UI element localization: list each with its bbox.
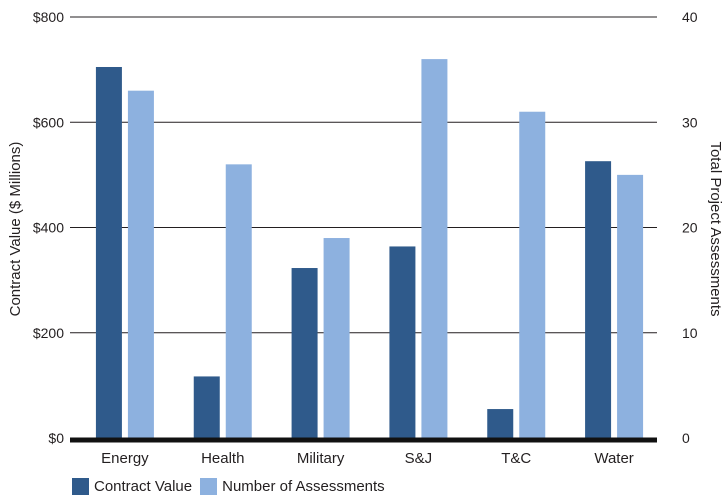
bar-contract-value: [487, 409, 514, 438]
bar-number-of-assessments: [421, 59, 448, 438]
category-label: Military: [297, 450, 345, 467]
bar-number-of-assessments: [127, 90, 154, 439]
bar-contract-value: [389, 246, 416, 438]
left-axis-ticks: $0 $200 $400 $600 $800: [33, 9, 64, 446]
right-tick-label: 10: [682, 325, 698, 341]
right-axis-title: Total Project Assessments: [707, 141, 724, 316]
left-tick-label: $0: [48, 430, 64, 446]
right-tick-label: 30: [682, 114, 698, 130]
left-tick-label: $800: [33, 9, 64, 25]
legend: Contract Value Number of Assessments: [72, 478, 393, 495]
category-label: Water: [594, 450, 633, 467]
bar-number-of-assessments: [519, 111, 546, 438]
bar-number-of-assessments: [617, 174, 644, 438]
category-label: Energy: [101, 450, 149, 467]
bar-number-of-assessments: [323, 238, 350, 438]
bars: [95, 59, 644, 439]
legend-item-number-of-assessments: Number of Assessments: [200, 478, 385, 495]
left-axis-title: Contract Value ($ Millions): [7, 142, 24, 317]
bar-contract-value: [95, 66, 122, 439]
right-tick-label: 20: [682, 220, 698, 236]
category-label: Health: [201, 450, 244, 467]
bar-contract-value: [291, 268, 318, 438]
legend-swatch-contract-value: [72, 478, 89, 495]
category-label: T&C: [501, 450, 531, 467]
right-axis-ticks: 0 10 20 30 40: [682, 9, 698, 446]
bar-contract-value: [585, 161, 612, 438]
category-labels: Energy Health Military S&J T&C Water: [101, 450, 634, 467]
right-tick-label: 0: [682, 430, 690, 446]
right-tick-label: 40: [682, 9, 698, 25]
gridlines: [70, 16, 657, 334]
left-tick-label: $400: [33, 220, 64, 236]
legend-label-number-of-assessments: Number of Assessments: [222, 478, 385, 495]
left-tick-label: $600: [33, 114, 64, 130]
legend-swatch-number-of-assessments: [200, 478, 218, 495]
category-label: S&J: [405, 450, 433, 467]
bar-contract-value: [193, 376, 220, 438]
legend-label-contract-value: Contract Value: [94, 478, 193, 495]
legend-item-contract-value: Contract Value: [72, 478, 192, 495]
bar-number-of-assessments: [225, 164, 252, 438]
left-tick-label: $200: [33, 325, 64, 341]
